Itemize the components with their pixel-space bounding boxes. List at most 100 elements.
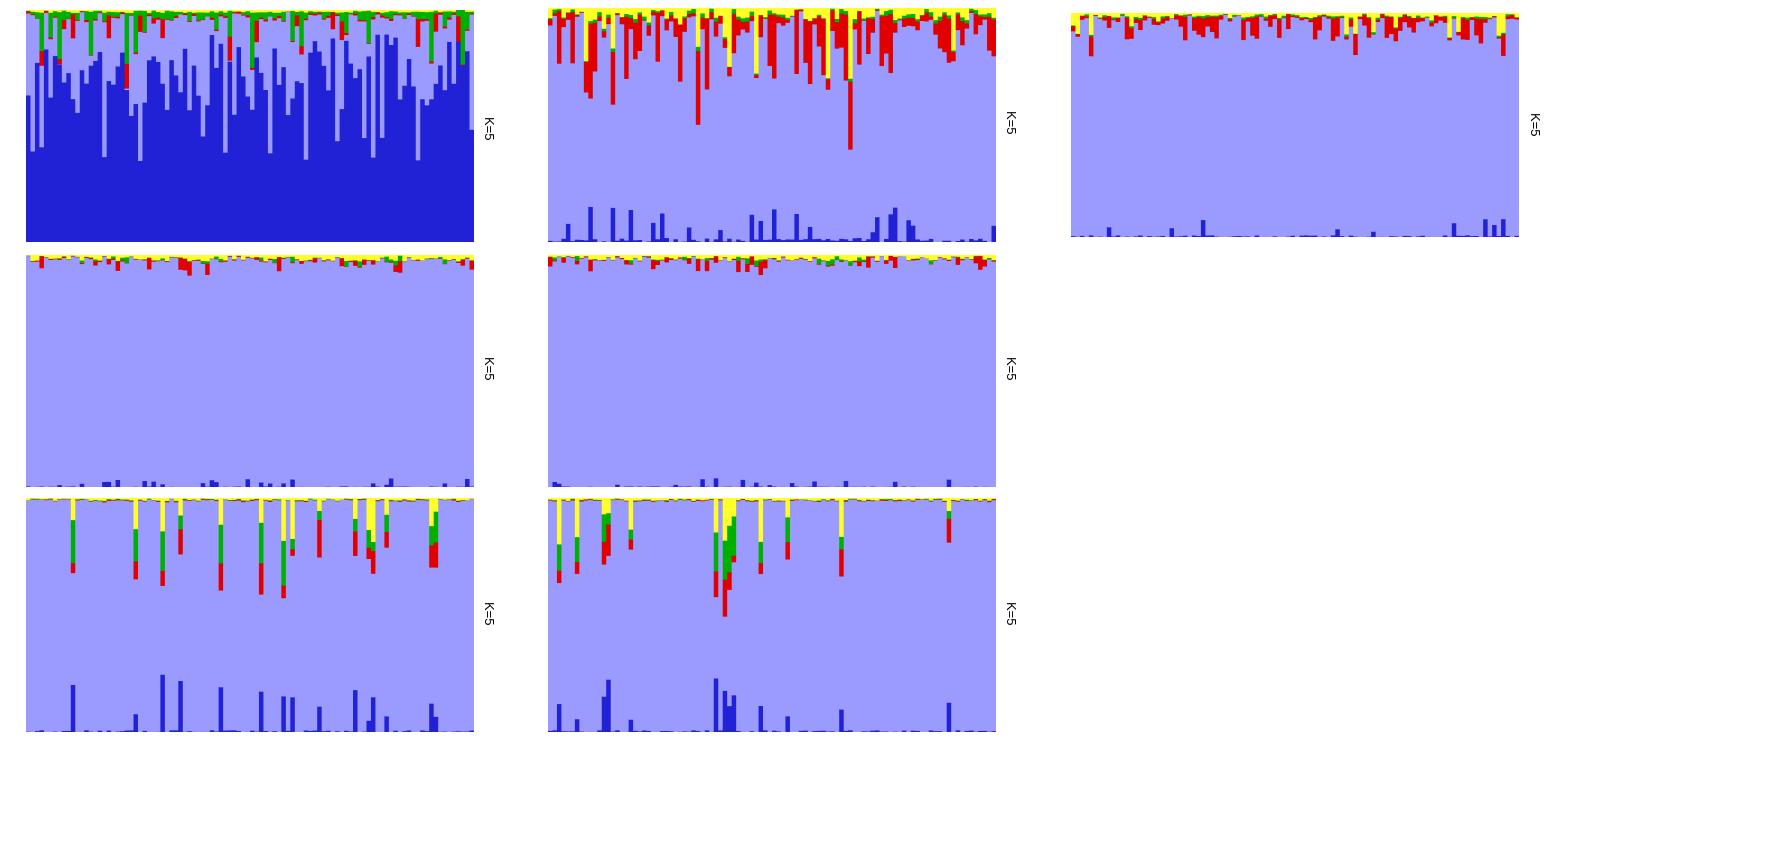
- bar-3-29-dark_blue: [1196, 235, 1202, 237]
- bar-5-91-light_blue: [951, 256, 957, 487]
- bar-2-81-yellow: [906, 8, 912, 15]
- bar-6-84-green: [397, 499, 403, 502]
- bar-6-10-dark_blue: [66, 730, 72, 732]
- bar-4-23-yellow: [124, 255, 130, 258]
- bar-1-55-green: [267, 11, 273, 17]
- bar-5-18-yellow: [624, 255, 630, 261]
- bar-3-91-dark_blue: [1474, 235, 1480, 237]
- bar-2-70-light_blue: [857, 64, 863, 239]
- bar-1-60-light_blue: [290, 41, 296, 99]
- bar-5-90-dark_blue: [946, 479, 952, 487]
- bar-5-11-light_blue: [592, 259, 598, 487]
- bar-1-78-red: [370, 16, 377, 20]
- bar-6-58-light_blue: [281, 597, 287, 697]
- bar-2-68-yellow: [848, 8, 854, 79]
- bar-3-55-green: [1312, 16, 1318, 18]
- bar-7-61-red: [816, 500, 822, 502]
- bar-5-2-yellow: [552, 255, 558, 258]
- bar-7-89-light_blue: [942, 501, 948, 732]
- bar-6-37-red: [187, 499, 193, 502]
- bar-4-48-red: [236, 255, 242, 257]
- bar-5-28-red: [668, 258, 675, 260]
- bar-6-91-yellow: [429, 498, 435, 527]
- bar-4-58-red: [281, 257, 287, 259]
- bar-2-72-yellow: [866, 8, 872, 18]
- bar-7-88-yellow: [937, 498, 943, 499]
- bar-1-62-dark_blue: [299, 82, 305, 242]
- bar-7-18-light_blue: [624, 500, 630, 732]
- bar-1-24-red: [129, 14, 135, 16]
- bar-6-26-red: [138, 499, 144, 501]
- bar-1-6-red: [48, 36, 54, 40]
- bar-3-30-yellow: [1200, 13, 1206, 17]
- bar-3-24-red: [1174, 14, 1180, 20]
- bar-7-80-light_blue: [901, 500, 907, 731]
- bar-3-66-yellow: [1362, 13, 1368, 14]
- bar-2-78-green: [892, 19, 899, 24]
- bar-1-90-yellow: [424, 10, 430, 13]
- bar-4-15-light_blue: [88, 258, 94, 487]
- bar-2-83-red: [915, 20, 921, 31]
- bar-6-19-light_blue: [106, 500, 112, 731]
- bar-1-36-yellow: [182, 10, 188, 13]
- bar-5-75-light_blue: [879, 255, 885, 487]
- bar-7-54-dark_blue: [785, 715, 791, 732]
- bar-2-81-red: [906, 17, 912, 26]
- bar-2-52-light_blue: [776, 22, 782, 240]
- bar-2-1-yellow: [548, 8, 554, 19]
- bar-4-39-light_blue: [196, 260, 202, 487]
- bar-7-80-yellow: [901, 498, 907, 501]
- bar-2-60-light_blue: [812, 23, 818, 240]
- bar-2-21-green: [637, 11, 643, 15]
- bar-6-15-green: [88, 500, 94, 502]
- bar-6-35-red: [178, 528, 184, 555]
- bar-1-89-red: [420, 18, 426, 22]
- bar-6-5-light_blue: [43, 499, 49, 732]
- bar-2-72-dark_blue: [866, 238, 872, 242]
- bar-5-23-green: [646, 255, 652, 257]
- bar-5-73-red: [870, 255, 876, 258]
- bar-3-59-green: [1330, 15, 1336, 19]
- bar-1-30-dark_blue: [155, 61, 161, 242]
- bar-5-48-red: [758, 261, 764, 276]
- bar-1-91-yellow: [429, 10, 435, 12]
- bar-1-62-green: [299, 10, 305, 47]
- bar-7-63-light_blue: [825, 500, 831, 732]
- bar-1-20-yellow: [111, 10, 117, 13]
- bar-5-93-yellow: [960, 255, 966, 259]
- bar-7-28-light_blue: [668, 499, 675, 732]
- bar-6-56-yellow: [272, 498, 278, 500]
- bar-2-40-yellow: [722, 8, 728, 38]
- bar-1-42-light_blue: [209, 19, 215, 36]
- bar-7-48-yellow: [758, 498, 764, 542]
- bar-5-4-light_blue: [561, 262, 567, 487]
- bar-6-22-green: [120, 498, 126, 501]
- bar-6-84-yellow: [397, 498, 403, 501]
- bar-6-43-light_blue: [214, 500, 220, 732]
- bar-2-70-dark_blue: [857, 237, 863, 242]
- bar-1-17-red: [97, 11, 103, 14]
- bar-6-54-yellow: [263, 498, 269, 500]
- bar-7-30-yellow: [677, 498, 683, 499]
- bar-1-53-green: [258, 11, 265, 18]
- bar-1-10-green: [66, 11, 72, 19]
- bar-3-74-yellow: [1398, 13, 1404, 17]
- bar-2-2-green: [552, 8, 558, 14]
- bar-3-22-light_blue: [1165, 20, 1171, 237]
- bar-7-62-light_blue: [821, 499, 827, 731]
- bar-1-55-dark_blue: [267, 152, 273, 242]
- bar-1-99-red: [465, 28, 471, 31]
- bar-1-19-dark_blue: [106, 80, 112, 242]
- bar-2-89-red: [942, 13, 948, 53]
- bar-7-35-red: [700, 499, 706, 502]
- bar-3-99-red: [1510, 14, 1516, 19]
- bar-7-13-light_blue: [601, 563, 607, 697]
- bar-7-26-yellow: [660, 498, 666, 500]
- bar-1-6-yellow: [48, 10, 54, 13]
- bar-1-67-yellow: [321, 10, 327, 13]
- bar-3-68-yellow: [1371, 13, 1377, 33]
- bar-2-27-dark_blue: [664, 237, 670, 242]
- bar-5-47-red: [754, 265, 760, 267]
- bar-5-42-light_blue: [731, 259, 737, 487]
- bar-4-22-light_blue: [120, 260, 126, 487]
